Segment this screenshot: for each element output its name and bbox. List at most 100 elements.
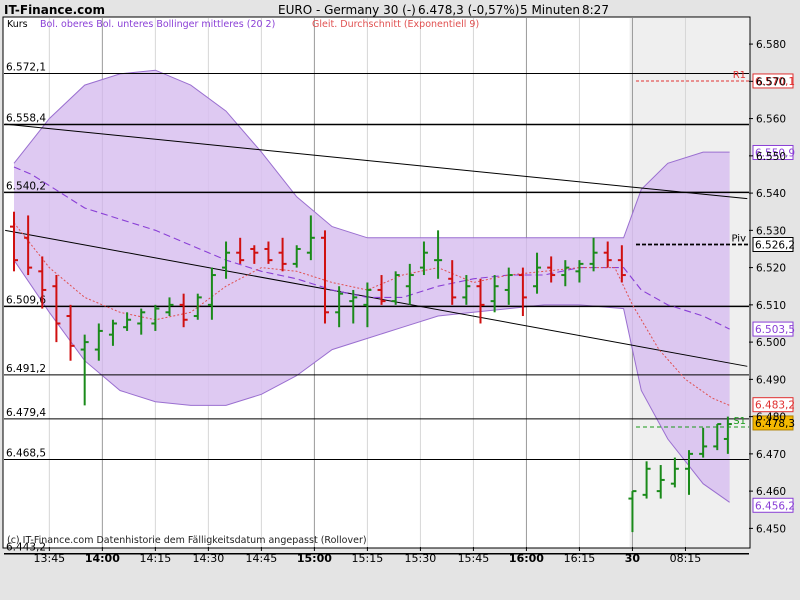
price-tag-box: [752, 415, 794, 431]
y-tick-label: 6.570: [756, 76, 786, 88]
legend-ema: Gleit. Durchschnitt (Exponentiell 9): [312, 19, 479, 30]
ohlc-bar: [292, 245, 301, 268]
x-tick-label: 08:15: [670, 552, 702, 565]
x-tick-label: 14:30: [193, 552, 225, 565]
bollinger-band-fill: [14, 70, 730, 503]
y-tick-label: 6.470: [756, 449, 786, 461]
ohlc-bar: [123, 312, 132, 331]
ohlc-bar: [575, 260, 584, 283]
ohlc-bar: [165, 297, 174, 317]
ohlc-bar: [137, 308, 146, 335]
ohlc-bar: [10, 211, 18, 272]
ohlc-bar: [377, 275, 386, 305]
x-tick-label: 30: [625, 552, 641, 565]
price-tag-box: [752, 397, 794, 413]
ohlc-bar: [723, 416, 732, 454]
ohlc-bar: [434, 230, 443, 279]
ohlc-bar: [24, 215, 33, 276]
price-tag-box: [752, 497, 794, 513]
x-tick-label: 14:45: [246, 552, 278, 565]
price-tag-value: 6.550,9: [755, 147, 795, 159]
price-tag-value: 6.503,5: [755, 324, 795, 336]
brand-label: IT-Finance.com: [4, 3, 105, 17]
x-tick-label: 15:30: [405, 552, 437, 565]
ohlc-bar: [108, 319, 117, 346]
ohlc-bar: [38, 256, 47, 309]
bollinger-lower-line: [13, 259, 730, 503]
level-line-label: 6.572,1: [6, 62, 46, 74]
pivot-name: Piv: [731, 234, 746, 245]
ohlc-bar: [320, 230, 329, 324]
ohlc-bar: [349, 289, 358, 324]
ohlc-bar: [52, 275, 61, 343]
ohlc-bar: [391, 271, 400, 305]
ohlc-bar: [236, 237, 245, 264]
interval-label: 5 Minuten: [520, 3, 580, 17]
level-line-label: 6.468,5: [6, 447, 46, 459]
y-tick-label: 6.550: [756, 151, 786, 163]
ohlc-bar: [405, 263, 414, 305]
level-line-label: 6.491,2: [6, 363, 46, 375]
ohlc-bar: [603, 241, 612, 268]
bollinger-upper-line: [13, 69, 730, 239]
ohlc-bar: [207, 267, 216, 320]
ohlc-bar: [419, 241, 428, 276]
price-tag-value: 6.478,3: [755, 418, 795, 430]
y-tick-label: 6.520: [756, 263, 786, 275]
ema-line: [13, 222, 730, 406]
y-tick-label: 6.480: [756, 412, 786, 424]
pivot-name: R1: [733, 70, 746, 81]
x-tick-label: 14:00: [85, 552, 120, 565]
ohlc-bar: [589, 237, 598, 272]
trend-line: [5, 229, 748, 367]
ohlc-bar: [278, 237, 287, 272]
footer-note: (c) IT-Finance.com Datenhistorie dem Fäl…: [7, 535, 367, 546]
instrument-title: EURO - Germany 30 (-): [278, 3, 416, 17]
y-tick-label: 6.560: [756, 114, 786, 126]
x-tick-label: 14:15: [140, 552, 172, 565]
ohlc-bar: [628, 490, 637, 533]
pivot-name: S1: [733, 416, 746, 427]
y-tick-label: 6.460: [756, 486, 786, 498]
ohlc-bar: [462, 275, 471, 305]
x-tick-label: 15:15: [352, 552, 384, 565]
price-tag-value: 6.456,2: [755, 500, 795, 512]
ohlc-bar: [642, 461, 651, 499]
y-tick-label: 6.510: [756, 300, 786, 312]
x-tick-label: 13:45: [33, 552, 65, 565]
ohlc-bar: [66, 304, 75, 361]
y-tick-label: 6.540: [756, 188, 786, 200]
ohlc-bar: [490, 275, 499, 313]
ohlc-bar: [306, 215, 315, 261]
ohlc-bar: [476, 278, 485, 324]
price-tag-box: [752, 237, 794, 253]
ohlc-bar: [80, 334, 89, 406]
x-tick-label: 15:00: [297, 552, 332, 565]
ohlc-bar: [94, 323, 103, 361]
ohlc-bar: [448, 260, 457, 305]
level-line-label: 6.443,2: [6, 542, 46, 554]
ohlc-bar: [250, 245, 259, 264]
ohlc-bar: [684, 450, 693, 495]
ohlc-bar: [533, 252, 542, 294]
ohlc-bar: [547, 256, 556, 283]
ohlc-bar: [670, 457, 679, 488]
legend-kurs: Kurs: [7, 19, 28, 30]
ohlc-bar: [713, 423, 722, 451]
quote-label: 6.478,3 (-0,57%): [418, 3, 519, 17]
ohlc-bar: [335, 286, 344, 328]
y-tick-label: 6.500: [756, 337, 786, 349]
ohlc-bar: [151, 304, 160, 331]
level-line-label: 6.540,2: [6, 180, 46, 192]
y-tick-label: 6.580: [756, 39, 786, 51]
ohlc-bar: [561, 260, 570, 287]
y-tick-label: 6.530: [756, 225, 786, 237]
price-tag-value: 6.483,2: [755, 400, 795, 412]
ohlc-bar: [179, 293, 188, 328]
y-tick-label: 6.450: [756, 523, 786, 535]
trend-line: [5, 123, 748, 200]
ohlc-bar: [222, 241, 231, 279]
y-tick-label: 6.490: [756, 374, 786, 386]
ohlc-bar: [264, 241, 273, 264]
